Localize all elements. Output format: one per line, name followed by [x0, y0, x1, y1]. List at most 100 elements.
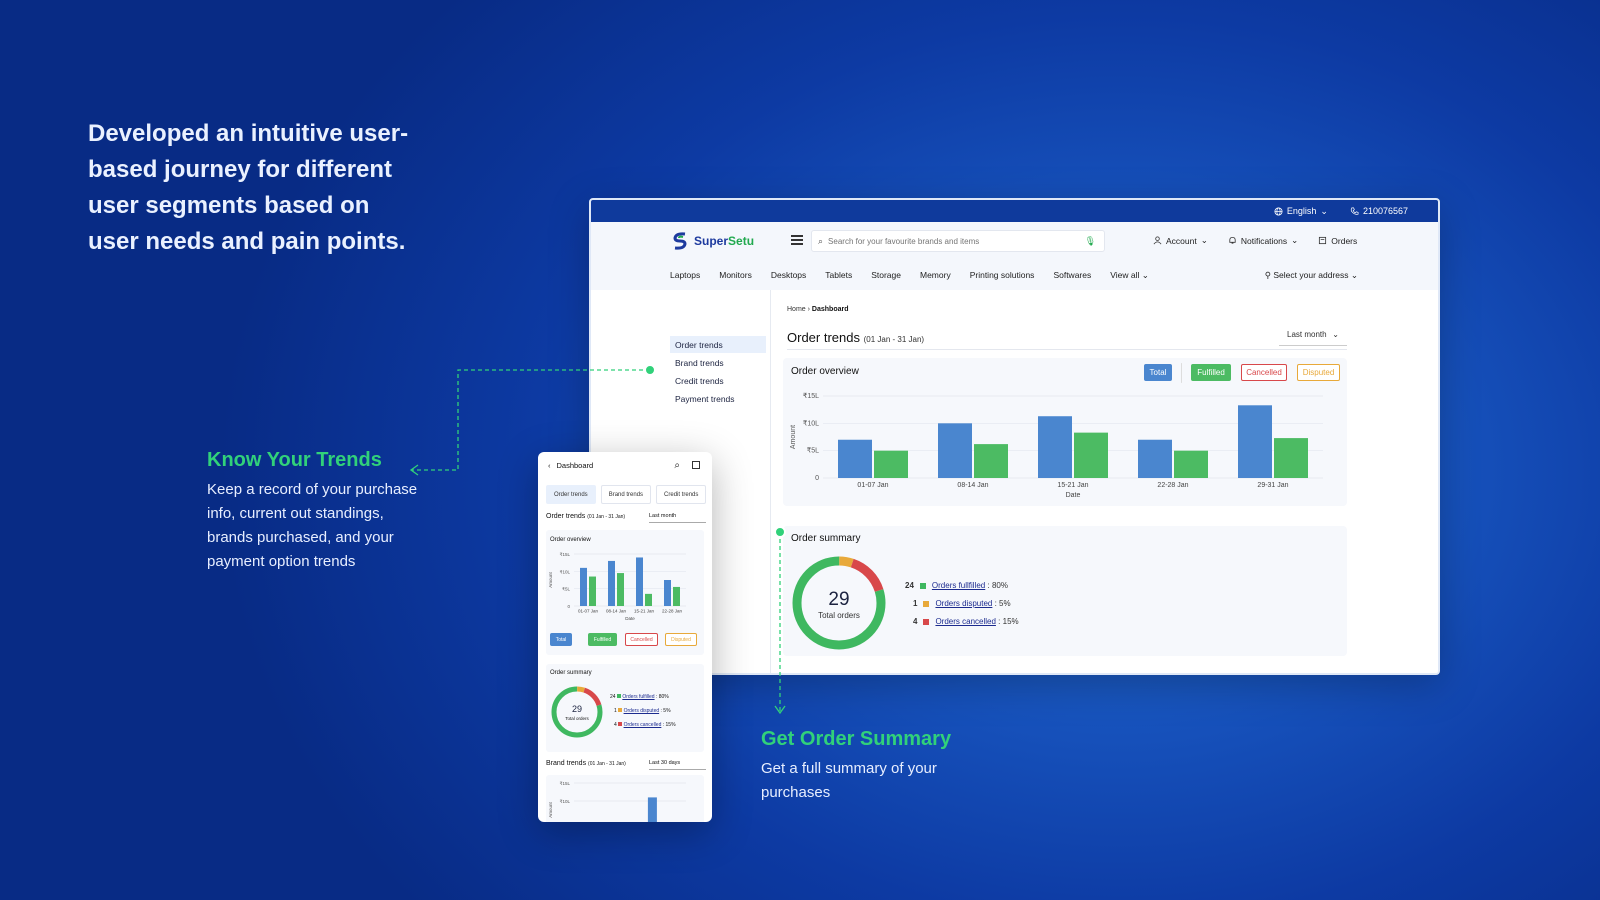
orders-fulfilled-link[interactable]: Orders fullfilled: [931, 581, 986, 590]
top-utility-bar: English ⌄ 210076567: [591, 200, 1438, 222]
notifications-label: Notifications: [1240, 235, 1288, 246]
period-value: Last month: [1287, 330, 1327, 339]
category-softwares[interactable]: Softwares: [1053, 270, 1092, 280]
orders-disputed-link[interactable]: Orders disputed: [935, 599, 993, 608]
category-tablets[interactable]: Tablets: [825, 270, 853, 280]
microphone-icon[interactable]: 🎙: [1084, 236, 1096, 246]
chevron-down-icon: ⌄: [1291, 235, 1299, 245]
sidebar-item-payment-trends[interactable]: Payment trends: [675, 394, 735, 404]
sidebar-item-credit-trends[interactable]: Credit trends: [675, 376, 724, 386]
mobile-tabs: Order trends Brand trends Credit trends: [546, 485, 707, 504]
filter-total-button[interactable]: Total: [1144, 364, 1172, 381]
mobile-brand-chart: ₹10L ₹15L Amount: [548, 781, 686, 822]
mobile-filter-disputed[interactable]: Disputed: [665, 633, 697, 646]
x-tick-label: 15-21 Jan: [634, 609, 655, 614]
mobile-brand-period-dropdown[interactable]: Last 30 days: [649, 760, 706, 770]
tab-order-trends[interactable]: Order trends: [546, 485, 596, 504]
mobile-row-cancelled: 4 Orders cancelled : 15%: [614, 722, 676, 728]
bell-icon: [1229, 236, 1236, 244]
mobile-filter-total[interactable]: Total: [550, 633, 572, 646]
sidebar-item-order-trends[interactable]: Order trends: [670, 336, 766, 353]
mobile-cancelled-percent: : 15%: [662, 722, 676, 728]
mobile-disputed-swatch: [618, 708, 623, 712]
search-input[interactable]: [828, 236, 1079, 246]
x-tick-label: 08-14 Jan: [606, 609, 627, 614]
bar-total-2: [1038, 416, 1072, 478]
tab-credit-trends[interactable]: Credit trends: [656, 485, 707, 504]
breadcrumb-home[interactable]: Home: [787, 306, 806, 313]
mobile-orders-fulfilled-link[interactable]: Orders fulfilled: [622, 694, 655, 700]
category-monitors[interactable]: Monitors: [719, 270, 752, 280]
search-icon[interactable]: ⌕: [674, 459, 680, 471]
orders-cancelled-link[interactable]: Orders cancelled: [935, 617, 996, 626]
mobile-brand-card: ₹10L ₹15L Amount: [546, 775, 704, 822]
page-title-range: (01 Jan - 31 Jan): [863, 335, 925, 344]
mobile-brand-title: Brand trends (01 Jan - 31 Jan): [546, 760, 626, 767]
cancelled-count: 4: [913, 617, 918, 626]
y-tick-label: ₹10L: [803, 419, 819, 427]
mobile-period-dropdown[interactable]: Last month: [649, 513, 706, 523]
summary-row-cancelled: 4 Orders cancelled : 15%: [913, 617, 1019, 626]
y-tick-label: ₹15L: [803, 392, 819, 400]
category-view-all[interactable]: View all ⌄: [1110, 270, 1149, 281]
x-tick-label: 01-07 Jan: [857, 482, 888, 489]
fulfilled-swatch: [919, 582, 926, 589]
total-orders-count: 29: [828, 589, 850, 610]
divider: [787, 349, 1347, 350]
phone-icon: [1350, 207, 1359, 215]
x-tick-label: 15-21 Jan: [1057, 482, 1088, 489]
category-memory[interactable]: Memory: [920, 270, 951, 280]
bar-series-3: [647, 797, 657, 822]
orders-label: Orders: [1331, 235, 1358, 246]
tab-brand-trends[interactable]: Brand trends: [600, 485, 652, 504]
address-selector[interactable]: ⚲ Select your address ⌄: [1265, 270, 1358, 281]
account-menu[interactable]: Account ⌄: [1153, 235, 1208, 246]
hamburger-menu-icon[interactable]: [791, 235, 803, 245]
logo-text-super: Super: [694, 234, 729, 248]
category-desktops[interactable]: Desktops: [770, 270, 807, 280]
y-tick-label: 0: [567, 604, 570, 609]
mobile-mockup: ‹ Dashboard ⌕ Order trends Brand trends …: [538, 452, 712, 822]
mobile-orders-cancelled-link[interactable]: Orders cancelled: [623, 722, 662, 728]
mobile-overview-chart: 0 ₹5L ₹10L ₹15L Amount 01-07 Jan 08-14 Jan 15-2…: [548, 552, 686, 620]
view-all-label: View all: [1110, 269, 1140, 280]
headline: Developed an intuitive user-based journe…: [88, 120, 409, 255]
mobile-overview-title: Order overview: [550, 537, 591, 543]
category-laptops[interactable]: Laptops: [670, 270, 701, 280]
period-dropdown[interactable]: Last month ⌄: [1279, 330, 1347, 346]
filter-disputed-button[interactable]: Disputed: [1297, 364, 1340, 381]
orders-icon[interactable]: [692, 461, 700, 469]
user-icon: [1153, 236, 1162, 245]
mobile-filter-cancelled[interactable]: Cancelled: [625, 633, 658, 646]
orders-link[interactable]: Orders: [1318, 235, 1357, 246]
filter-cancelled-button[interactable]: Cancelled: [1241, 364, 1287, 381]
notifications-menu[interactable]: Notifications ⌄: [1228, 235, 1298, 246]
mobile-orders-disputed-link[interactable]: Orders disputed: [623, 708, 660, 714]
filter-fulfilled-button[interactable]: Fulfilled: [1191, 364, 1231, 381]
back-arrow-icon[interactable]: ‹: [548, 460, 551, 470]
mobile-row-fulfilled: 24 Orders fulfilled : 80%: [610, 694, 669, 700]
phone-contact[interactable]: 210076567: [1350, 206, 1408, 216]
language-selector[interactable]: English ⌄: [1274, 206, 1328, 217]
bar-total-0: [838, 439, 872, 478]
logo[interactable]: Super Setu: [670, 231, 754, 251]
bar-fulfilled-0: [589, 576, 596, 606]
chevron-down-icon: ⌄: [1200, 235, 1208, 245]
mobile-header-title: Dashboard: [556, 460, 594, 470]
order-overview-card: Order overview Total Fulfilled Cancelled…: [783, 358, 1347, 506]
bar-fulfilled-4: [1274, 438, 1308, 478]
summary-title: Order summary: [791, 533, 861, 544]
category-printing[interactable]: Printing solutions: [969, 270, 1035, 280]
category-storage[interactable]: Storage: [871, 270, 901, 280]
category-nav: Laptops Monitors Desktops Tablets Storag…: [591, 260, 1438, 290]
x-tick-label: 22-28 Jan: [1157, 482, 1188, 489]
feature-summary-title: Get Order Summary: [761, 728, 952, 750]
cancelled-swatch: [923, 618, 930, 625]
search-bar: ⌕ 🎙: [811, 230, 1105, 252]
x-axis-label: Date: [625, 616, 635, 620]
sidebar-item-brand-trends[interactable]: Brand trends: [675, 358, 724, 368]
mobile-filter-fulfilled[interactable]: Fulfilled: [588, 633, 617, 646]
overview-title: Order overview: [791, 366, 859, 377]
